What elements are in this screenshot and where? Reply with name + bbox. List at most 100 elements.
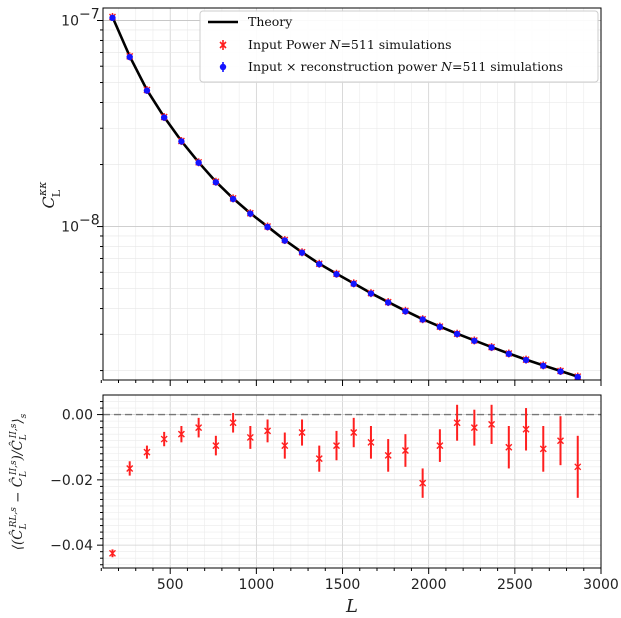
residual-marker-stroke xyxy=(488,420,496,428)
top-points-group xyxy=(108,12,582,380)
residual-point xyxy=(108,549,116,558)
cross-power-point xyxy=(195,159,202,166)
residual-point xyxy=(160,431,168,447)
legend-box xyxy=(199,10,599,83)
residual-marker-stroke xyxy=(298,429,306,437)
x-tick-label: 1000 xyxy=(239,577,275,593)
bottom-points-group xyxy=(108,404,582,558)
cross-power-point xyxy=(264,223,271,231)
residual-marker-stroke xyxy=(264,427,272,435)
bottom-ticks-group: 500 1000 1500 2000 2500 3000 0.00 −0.02 −0.04 xyxy=(50,401,619,593)
cross-power-point xyxy=(557,368,564,375)
residual-point xyxy=(470,409,478,446)
residual-marker-stroke xyxy=(246,433,254,441)
residual-point xyxy=(264,419,272,443)
residual-point xyxy=(384,439,392,472)
cross-power-point xyxy=(281,237,288,244)
x-axis-label: L xyxy=(345,596,358,617)
cross-power-point xyxy=(505,350,513,358)
theory-line xyxy=(111,16,579,378)
cross-power-point xyxy=(402,308,409,315)
residual-point xyxy=(488,404,496,444)
x-tick-label: 1500 xyxy=(325,577,361,593)
cross-power-point xyxy=(350,280,357,288)
cross-power-point xyxy=(109,14,116,22)
residual-point xyxy=(401,434,409,467)
residual-point xyxy=(229,412,237,433)
residual-marker-stroke xyxy=(419,479,427,487)
cross-power-point xyxy=(212,179,220,186)
residual-marker-stroke xyxy=(557,437,565,445)
legend-input-power-swatch xyxy=(219,40,227,50)
cross-power-point xyxy=(367,290,375,297)
residual-marker-stroke xyxy=(470,424,478,432)
residual-point xyxy=(298,419,306,446)
residual-marker-stroke xyxy=(143,448,151,456)
x-tick-label: 3000 xyxy=(583,577,619,593)
top-panel: 10−710−8 CLκκ Theory Input Power N=511 s… xyxy=(36,7,602,386)
residual-marker-stroke xyxy=(574,463,582,471)
residual-point xyxy=(522,408,530,451)
cross-power-point xyxy=(384,299,392,306)
cross-power-point xyxy=(143,87,151,94)
cross-power-point xyxy=(298,249,306,256)
residual-marker-stroke xyxy=(281,442,289,450)
residual-point xyxy=(143,445,151,459)
residual-point xyxy=(436,429,444,462)
residual-point xyxy=(177,426,185,443)
residual-marker-stroke xyxy=(384,451,392,459)
bottom-panel-background xyxy=(103,395,601,568)
residual-point xyxy=(557,416,565,466)
residual-marker-stroke xyxy=(108,549,116,557)
residual-marker-stroke xyxy=(229,419,237,427)
legend: Theory Input Power N=511 simulations Inp… xyxy=(199,10,599,83)
residual-marker-stroke xyxy=(522,425,530,433)
cross-power-point xyxy=(419,316,426,323)
svg-text:⟨(ĈLRL,s − ĈLII,s)/ĈLII,s⟩s: ⟨(ĈLRL,s − ĈLII,s)/ĈLII,s⟩s xyxy=(9,413,29,550)
residual-marker-stroke xyxy=(195,424,203,432)
legend-cross-power-swatch xyxy=(219,62,227,72)
residual-point xyxy=(212,435,220,456)
residual-point xyxy=(350,417,358,448)
residual-marker-stroke xyxy=(160,435,168,443)
top-panel-frame xyxy=(102,7,602,381)
legend-cross-power-label: Input × reconstruction power N=511 simul… xyxy=(248,59,563,74)
top-y-axis-label: CLκκ xyxy=(36,181,63,209)
bottom-y-tick-label: 0.00 xyxy=(62,408,93,424)
residual-marker-stroke xyxy=(453,419,461,427)
residual-marker-stroke xyxy=(401,446,409,454)
residual-point xyxy=(453,404,461,441)
cross-power-point xyxy=(229,195,237,203)
residual-point xyxy=(332,430,340,461)
residual-point xyxy=(126,461,134,476)
residual-marker-stroke xyxy=(505,443,513,451)
cross-power-point xyxy=(471,337,478,344)
legend-theory-label: Theory xyxy=(248,14,293,29)
residual-point xyxy=(195,417,203,438)
residual-point xyxy=(574,435,582,498)
cross-power-point xyxy=(574,373,581,380)
theory-curve-group xyxy=(111,16,579,378)
cross-power-point xyxy=(160,114,168,121)
x-tick-label: 2000 xyxy=(411,577,447,593)
bottom-y-axis-label: ⟨(ĈLRL,s − ĈLII,s)/ĈLII,s⟩s xyxy=(9,413,29,550)
cross-power-point xyxy=(247,210,254,217)
residual-marker-stroke xyxy=(436,442,444,450)
residual-marker-stroke xyxy=(332,442,340,450)
top-y-tick-label: 10 xyxy=(61,220,79,236)
residual-point xyxy=(539,426,547,472)
top-y-tick-exponent: −8 xyxy=(79,213,100,229)
cross-power-point xyxy=(333,271,340,278)
bottom-gridlines xyxy=(103,395,601,568)
bottom-panel-frame xyxy=(102,394,602,569)
bottom-y-tick-label: −0.04 xyxy=(50,538,93,554)
residual-marker-stroke xyxy=(539,445,547,453)
cross-power-point xyxy=(522,356,530,364)
residual-point xyxy=(505,426,513,469)
residual-marker-stroke xyxy=(177,430,185,438)
cross-power-point xyxy=(436,323,444,331)
residual-marker-stroke xyxy=(315,455,323,463)
top-y-tick-exponent: −7 xyxy=(79,7,100,23)
